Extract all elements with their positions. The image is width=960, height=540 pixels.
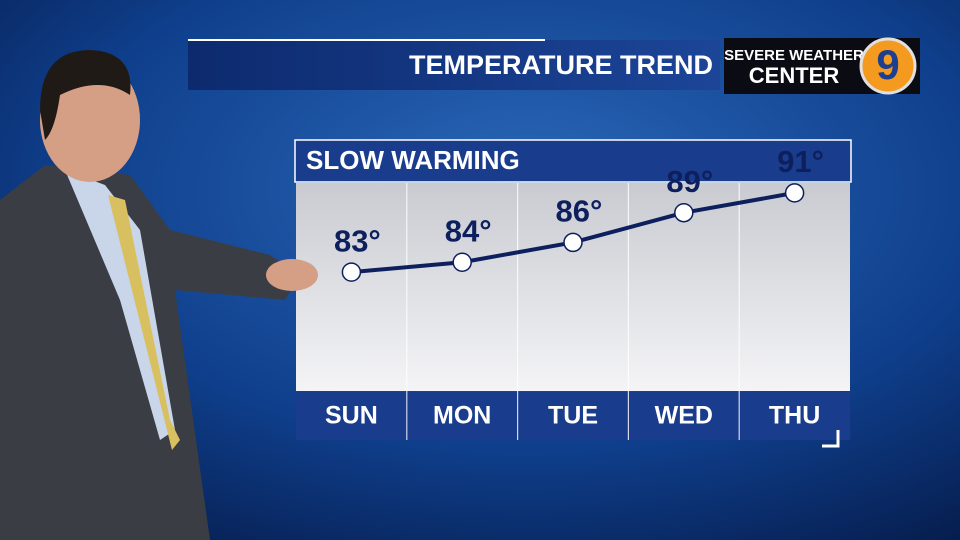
point-marker — [674, 202, 694, 223]
data-label: 91° — [777, 144, 824, 179]
title-bar — [188, 40, 720, 90]
chart-title: TEMPERATURE TREND — [409, 50, 713, 80]
presenter — [0, 50, 318, 540]
x-tick-label: THU — [769, 402, 820, 430]
data-label: 89° — [666, 164, 713, 199]
logo-circle — [859, 37, 917, 95]
logo-bottom: CENTER — [749, 63, 840, 88]
point-marker — [563, 232, 583, 253]
corner-accent — [822, 430, 840, 448]
plot-area — [296, 183, 850, 391]
data-label: 86° — [556, 194, 603, 229]
logo-number: 9 — [876, 41, 899, 88]
point-marker — [341, 262, 362, 282]
data-label: 84° — [445, 213, 492, 248]
x-tick-label: TUE — [548, 402, 598, 430]
x-tick-label: MON — [433, 402, 491, 430]
chart: SUN MON TUE WED THU 83° 84° 86° 89° 91° — [325, 144, 824, 440]
x-tick-label: SUN — [325, 402, 378, 430]
data-label: 83° — [334, 223, 381, 258]
subtitle-bar — [294, 139, 852, 183]
day-bar — [296, 392, 850, 440]
logo-top: SEVERE WEATHER — [724, 47, 864, 64]
x-tick-label: WED — [655, 402, 713, 430]
point-marker — [784, 183, 805, 203]
point-marker — [452, 252, 472, 272]
chart-subtitle: SLOW WARMING — [306, 145, 520, 175]
